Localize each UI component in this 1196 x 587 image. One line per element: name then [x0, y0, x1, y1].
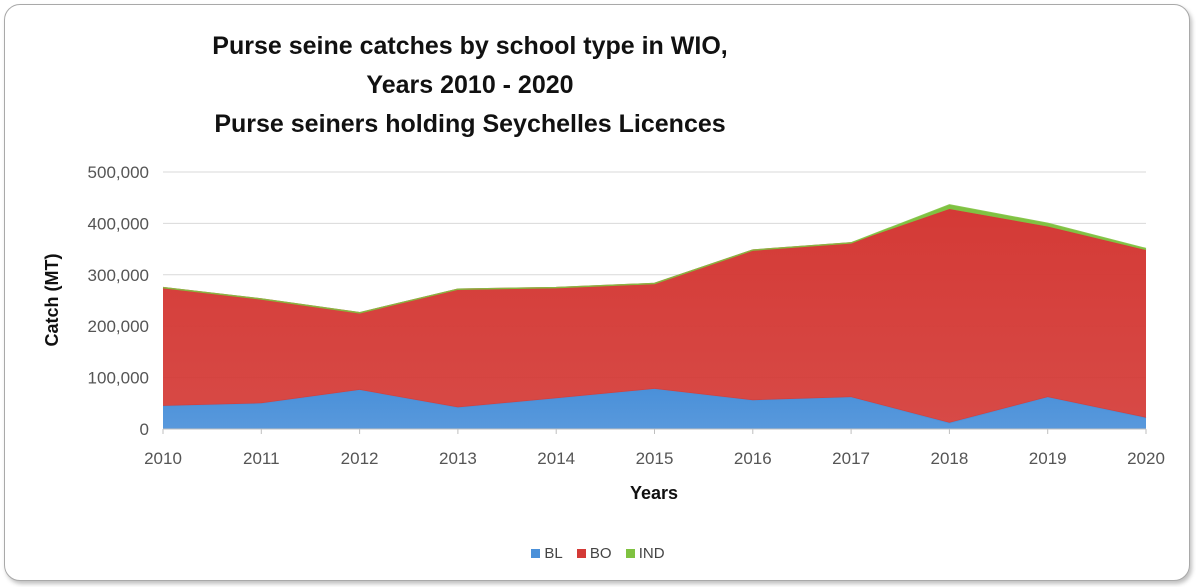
legend-item-bl: BL	[531, 545, 563, 562]
axes: 0 100,000 200,000 300,000 400,000 500,000 2010…	[88, 163, 1165, 468]
y-tick-label: 300,000	[88, 266, 149, 285]
legend: BL BO IND	[0, 545, 1196, 562]
chart-title-line-3: Purse seiners holding Seychelles Licence…	[214, 110, 726, 138]
legend-swatch-ind	[625, 549, 635, 558]
x-axis-label: Years	[630, 483, 678, 503]
y-tick-label: 100,000	[88, 369, 149, 388]
x-tick-label: 2013	[439, 449, 477, 468]
chart-title-line-1: Purse seine catches by school type in WI…	[212, 32, 728, 60]
x-tick-label: 2014	[537, 449, 575, 468]
legend-label-ind: IND	[638, 545, 665, 562]
x-tick-label: 2016	[734, 449, 772, 468]
y-axis-label: Catch (MT)	[42, 254, 62, 347]
area-edge-ind	[162, 204, 1147, 314]
y-tick-label: 500,000	[88, 163, 149, 182]
legend-swatch-bl	[531, 549, 541, 558]
legend-swatch-bo	[576, 549, 586, 558]
x-tick-label: 2010	[144, 449, 182, 468]
x-tick-label: 2011	[243, 449, 280, 468]
y-tick-label: 200,000	[88, 317, 149, 336]
stacked-areas	[162, 204, 1147, 429]
chart-title-line-2: Years 2010 - 2020	[366, 71, 574, 99]
x-tick-label: 2019	[1029, 449, 1067, 468]
legend-label-bl: BL	[544, 545, 563, 562]
legend-item-bo: BO	[576, 545, 612, 562]
x-tick-label: 2015	[636, 449, 674, 468]
x-tick-label: 2012	[341, 449, 379, 468]
legend-label-bo: BO	[589, 545, 612, 562]
y-tick-label: 400,000	[88, 214, 149, 233]
area-series-bo	[163, 209, 1146, 423]
x-tick-label: 2020	[1127, 449, 1165, 468]
x-tick-label: 2018	[930, 449, 968, 468]
y-tick-label: 0	[140, 420, 149, 439]
legend-item-ind: IND	[625, 545, 665, 562]
x-tick-label: 2017	[832, 449, 870, 468]
